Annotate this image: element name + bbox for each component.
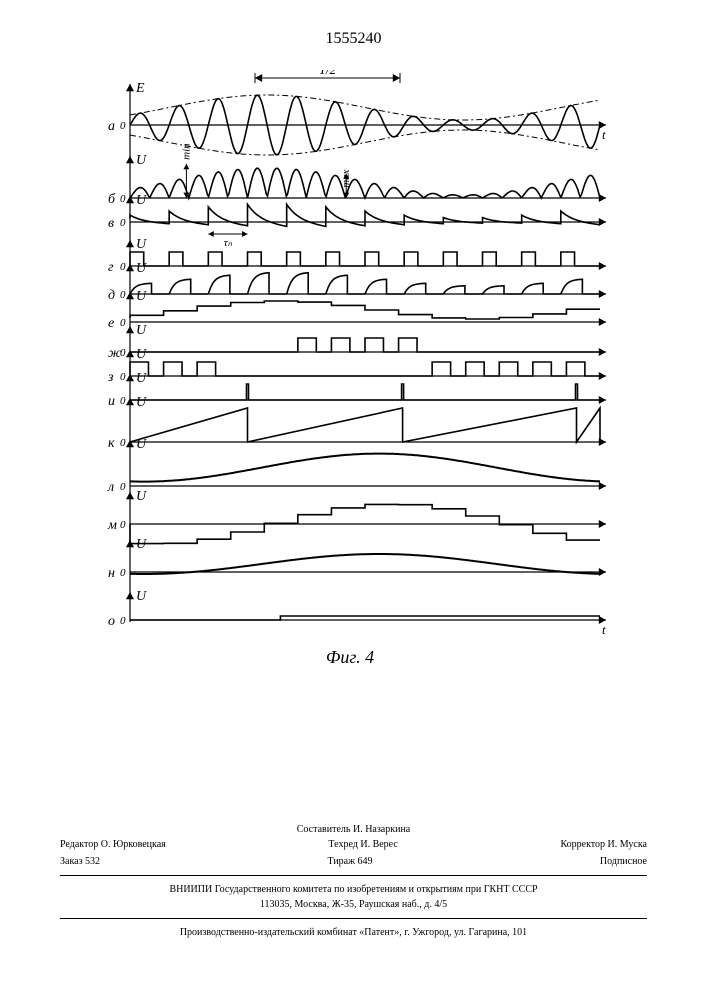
svg-text:U: U xyxy=(136,261,147,276)
svg-text:U: U xyxy=(136,589,147,604)
svg-text:0: 0 xyxy=(120,120,126,132)
footer-org1: ВНИИПИ Государственного комитета по изоб… xyxy=(60,882,647,897)
page-number: 1555240 xyxy=(326,30,382,48)
footer-order-row: Заказ 532 Тираж 649 Подписное xyxy=(60,854,647,869)
svg-text:U: U xyxy=(136,537,147,552)
svg-text:min: min xyxy=(180,143,192,160)
svg-text:к: к xyxy=(108,436,115,451)
svg-text:U: U xyxy=(136,289,147,304)
footer-compiler: Составитель И. Назаркина xyxy=(60,822,647,837)
svg-text:T/2: T/2 xyxy=(319,70,337,77)
footer-subscription: Подписное xyxy=(600,854,647,869)
svg-text:U: U xyxy=(136,489,147,504)
svg-text:и: и xyxy=(108,394,115,409)
svg-text:U: U xyxy=(136,153,147,168)
footer-order: Заказ 532 xyxy=(60,854,100,869)
svg-text:г: г xyxy=(108,260,114,275)
svg-text:0: 0 xyxy=(120,615,126,627)
svg-text:U: U xyxy=(136,237,147,252)
svg-text:0: 0 xyxy=(120,289,126,301)
svg-text:U: U xyxy=(136,437,147,452)
footer-org2: Производственно-издательский комбинат «П… xyxy=(60,925,647,940)
footer-divider-1 xyxy=(60,875,647,876)
svg-text:е: е xyxy=(108,316,114,331)
svg-text:U: U xyxy=(136,371,147,386)
timing-diagram: Eа0T/2tUб0minmaxUв0τₙUг0Uд0Uе0Uж0Uз0Uи0U… xyxy=(90,70,610,634)
svg-text:0: 0 xyxy=(120,371,126,383)
svg-text:0: 0 xyxy=(120,437,126,449)
svg-text:max: max xyxy=(340,169,352,187)
svg-text:E: E xyxy=(135,81,145,96)
svg-text:0: 0 xyxy=(120,567,126,579)
svg-text:t: t xyxy=(602,127,606,142)
svg-text:0: 0 xyxy=(120,519,126,531)
svg-text:τₙ: τₙ xyxy=(224,237,233,249)
svg-text:U: U xyxy=(136,193,147,208)
svg-text:U: U xyxy=(136,323,147,338)
footer-divider-2 xyxy=(60,918,647,919)
svg-text:0: 0 xyxy=(120,481,126,493)
svg-text:0: 0 xyxy=(120,217,126,229)
svg-text:0: 0 xyxy=(120,395,126,407)
footer-corrector: Корректор И. Муска xyxy=(560,837,647,852)
svg-text:U: U xyxy=(136,347,147,362)
footer-techred: Техред И. Верес xyxy=(328,837,397,852)
svg-text:м: м xyxy=(107,518,117,533)
footer-editor: Редактор О. Юрковецкая xyxy=(60,837,166,852)
svg-text:а: а xyxy=(108,119,115,134)
svg-text:д: д xyxy=(108,288,115,303)
footer: Составитель И. Назаркина Редактор О. Юрк… xyxy=(60,822,647,940)
footer-credits-row: Редактор О. Юрковецкая Техред И. Верес К… xyxy=(60,837,647,852)
figure-container: Eа0T/2tUб0minmaxUв0τₙUг0Uд0Uе0Uж0Uз0Uи0U… xyxy=(90,70,610,668)
svg-text:б: б xyxy=(108,192,116,207)
svg-text:в: в xyxy=(108,216,114,231)
svg-text:0: 0 xyxy=(120,261,126,273)
svg-text:0: 0 xyxy=(120,317,126,329)
svg-text:з: з xyxy=(107,370,114,385)
svg-text:о: о xyxy=(108,614,115,629)
footer-org1-addr: 113035, Москва, Ж-35, Раушская наб., д. … xyxy=(60,897,647,912)
svg-text:0: 0 xyxy=(120,193,126,205)
footer-tirage: Тираж 649 xyxy=(327,854,372,869)
svg-text:0: 0 xyxy=(120,347,126,359)
svg-text:н: н xyxy=(108,566,115,581)
figure-caption: Фиг. 4 xyxy=(90,647,610,668)
svg-text:t: t xyxy=(602,622,606,634)
svg-text:U: U xyxy=(136,395,147,410)
svg-text:л: л xyxy=(107,480,114,495)
